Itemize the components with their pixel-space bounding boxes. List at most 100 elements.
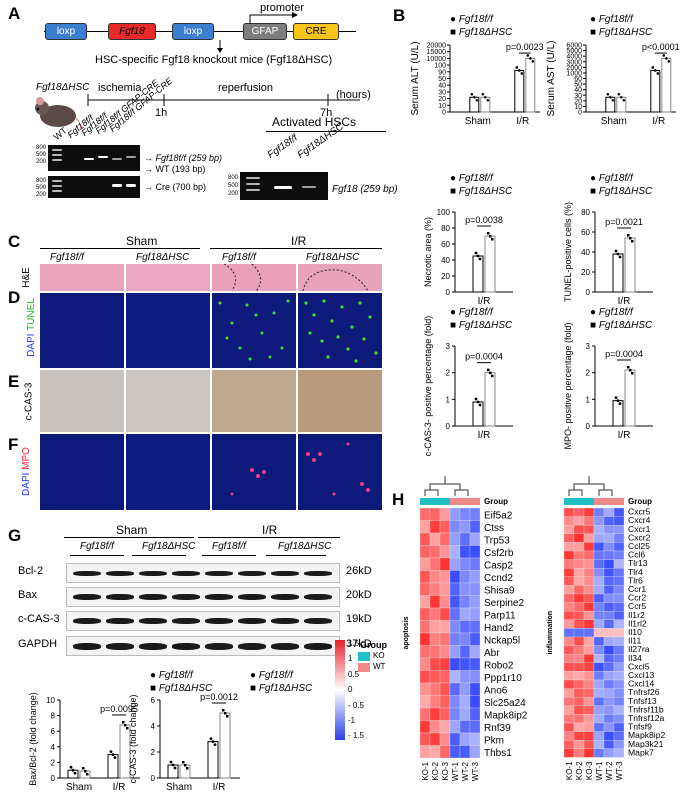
group-bar-cell [564,498,574,505]
heatmap-cell [563,688,575,698]
heatmap-row-label: Tlr13 [628,558,648,568]
heatmap-cell [419,645,431,659]
heatmap-cell [573,714,585,724]
group-bar-cell [574,498,584,505]
wb-band [73,618,101,624]
data-point [631,372,634,375]
wb-band [238,642,266,650]
heatmap-row-label: Eif5a2 [484,511,513,522]
heatmap-row-label: Ctss [484,523,504,534]
data-point [484,95,487,99]
data-point [213,743,217,746]
b-legend-1: ● Fgf18f/f ■ Fgf18ΔHSC [450,14,513,38]
wb-header-sham: Sham [116,523,148,537]
data-point [186,767,189,770]
y-tick-label: 20 [574,98,582,105]
wb-band [304,642,332,650]
heatmap-cell [593,525,605,534]
p-value: p=0.0004 [605,349,643,359]
heatmap-cell [613,533,625,543]
group-wt-swatch [358,663,370,672]
heatmap-cell [573,636,585,646]
heatmap-cell [469,582,481,596]
heatmap-row-label: Il1r2 [628,610,645,620]
heatmap-cell [469,520,481,534]
heatmap-cell [613,636,625,646]
heatmap-cell [603,550,615,560]
gel-ladder-bottom: 800 500 200 [35,178,46,198]
heatmap-cell [583,507,595,517]
heatmap-cell [439,570,451,584]
heatmap-cell [563,748,575,758]
heatmap-row-label: Cxcl13 [628,670,654,680]
y-tick-label: 80 [581,208,590,217]
mpo-image-3 [212,434,296,510]
heatmap-cell [583,542,595,552]
header-sham: Sham [126,234,158,248]
cre-box: CRE [293,23,339,40]
he-image-2 [126,264,210,291]
heatmap-cell [419,695,431,709]
panel-label-c: C [8,232,21,251]
y-axis-label: MPO- positive percentage (fold) [563,322,573,449]
heatmap-row-label: Thbs1 [484,748,512,759]
heatmap-cell [593,671,605,681]
data-point [182,761,185,764]
data-point [606,92,610,96]
bar [624,369,636,427]
data-point [475,98,479,102]
heatmap-cell [583,679,595,689]
heatmap-row-label: Mapk7 [628,747,654,757]
tunel-image-2 [126,293,210,368]
wb-band [238,618,266,624]
heatmap-cell [439,695,451,709]
data-point [126,726,129,730]
group-bar-cell [604,498,614,505]
heatmap-cell [429,732,441,746]
heatmap-col-label: WT-2 [605,761,614,781]
wb-strip [66,636,340,656]
data-point [631,240,634,243]
heatmap-cell [613,705,625,715]
heatmap-cell [449,520,461,534]
heatmap-cell [419,557,431,571]
y-tick-label: 100 [434,63,446,70]
y-tick-label: 4 [51,743,56,752]
heatmap-col-label: KO-1 [565,761,574,780]
heatmap-cell [563,619,575,629]
y-tick-label: 4000 [566,54,582,61]
y-tick-label: 40 [574,87,582,94]
y-tick-label: 40 [581,248,590,257]
bar [207,741,219,779]
heatmap-cell [563,740,575,749]
heatmap-cell [449,595,461,609]
y-tick-label: 60 [581,228,590,237]
data-point [224,712,227,715]
g-legend: ● Fgf18f/f ■ Fgf18ΔHSC [150,670,213,694]
heatmap-cell [573,559,585,569]
y-tick-label: 2 [586,369,591,378]
heatmap-col-label: WT-3 [471,761,480,781]
heatmap-cell [573,654,585,663]
data-point [474,251,478,255]
data-point [71,768,75,772]
wb-band [106,570,134,576]
heatmap-cell [573,611,585,620]
heatmap-cell [613,628,625,638]
heatmap-cell [449,582,461,596]
y-tick-label: 3 [446,342,451,351]
y-tick-label: 0 [446,422,451,431]
heatmap-cell [573,619,585,629]
tunel-image-4 [298,293,382,368]
heatmap-row-label: Slc25a24 [484,698,526,709]
heatmap-cell [429,695,441,709]
heatmap-cell [603,740,615,749]
data-point [667,60,671,63]
heatmap-cell [429,720,441,734]
data-point [474,397,478,401]
heatmap-cell [563,662,575,672]
heatmap-row-label: Tlr6 [628,575,643,585]
y-tick-label: 2000 [566,65,582,72]
ccas3-image-4 [298,370,382,432]
heatmap-cell [419,582,431,596]
